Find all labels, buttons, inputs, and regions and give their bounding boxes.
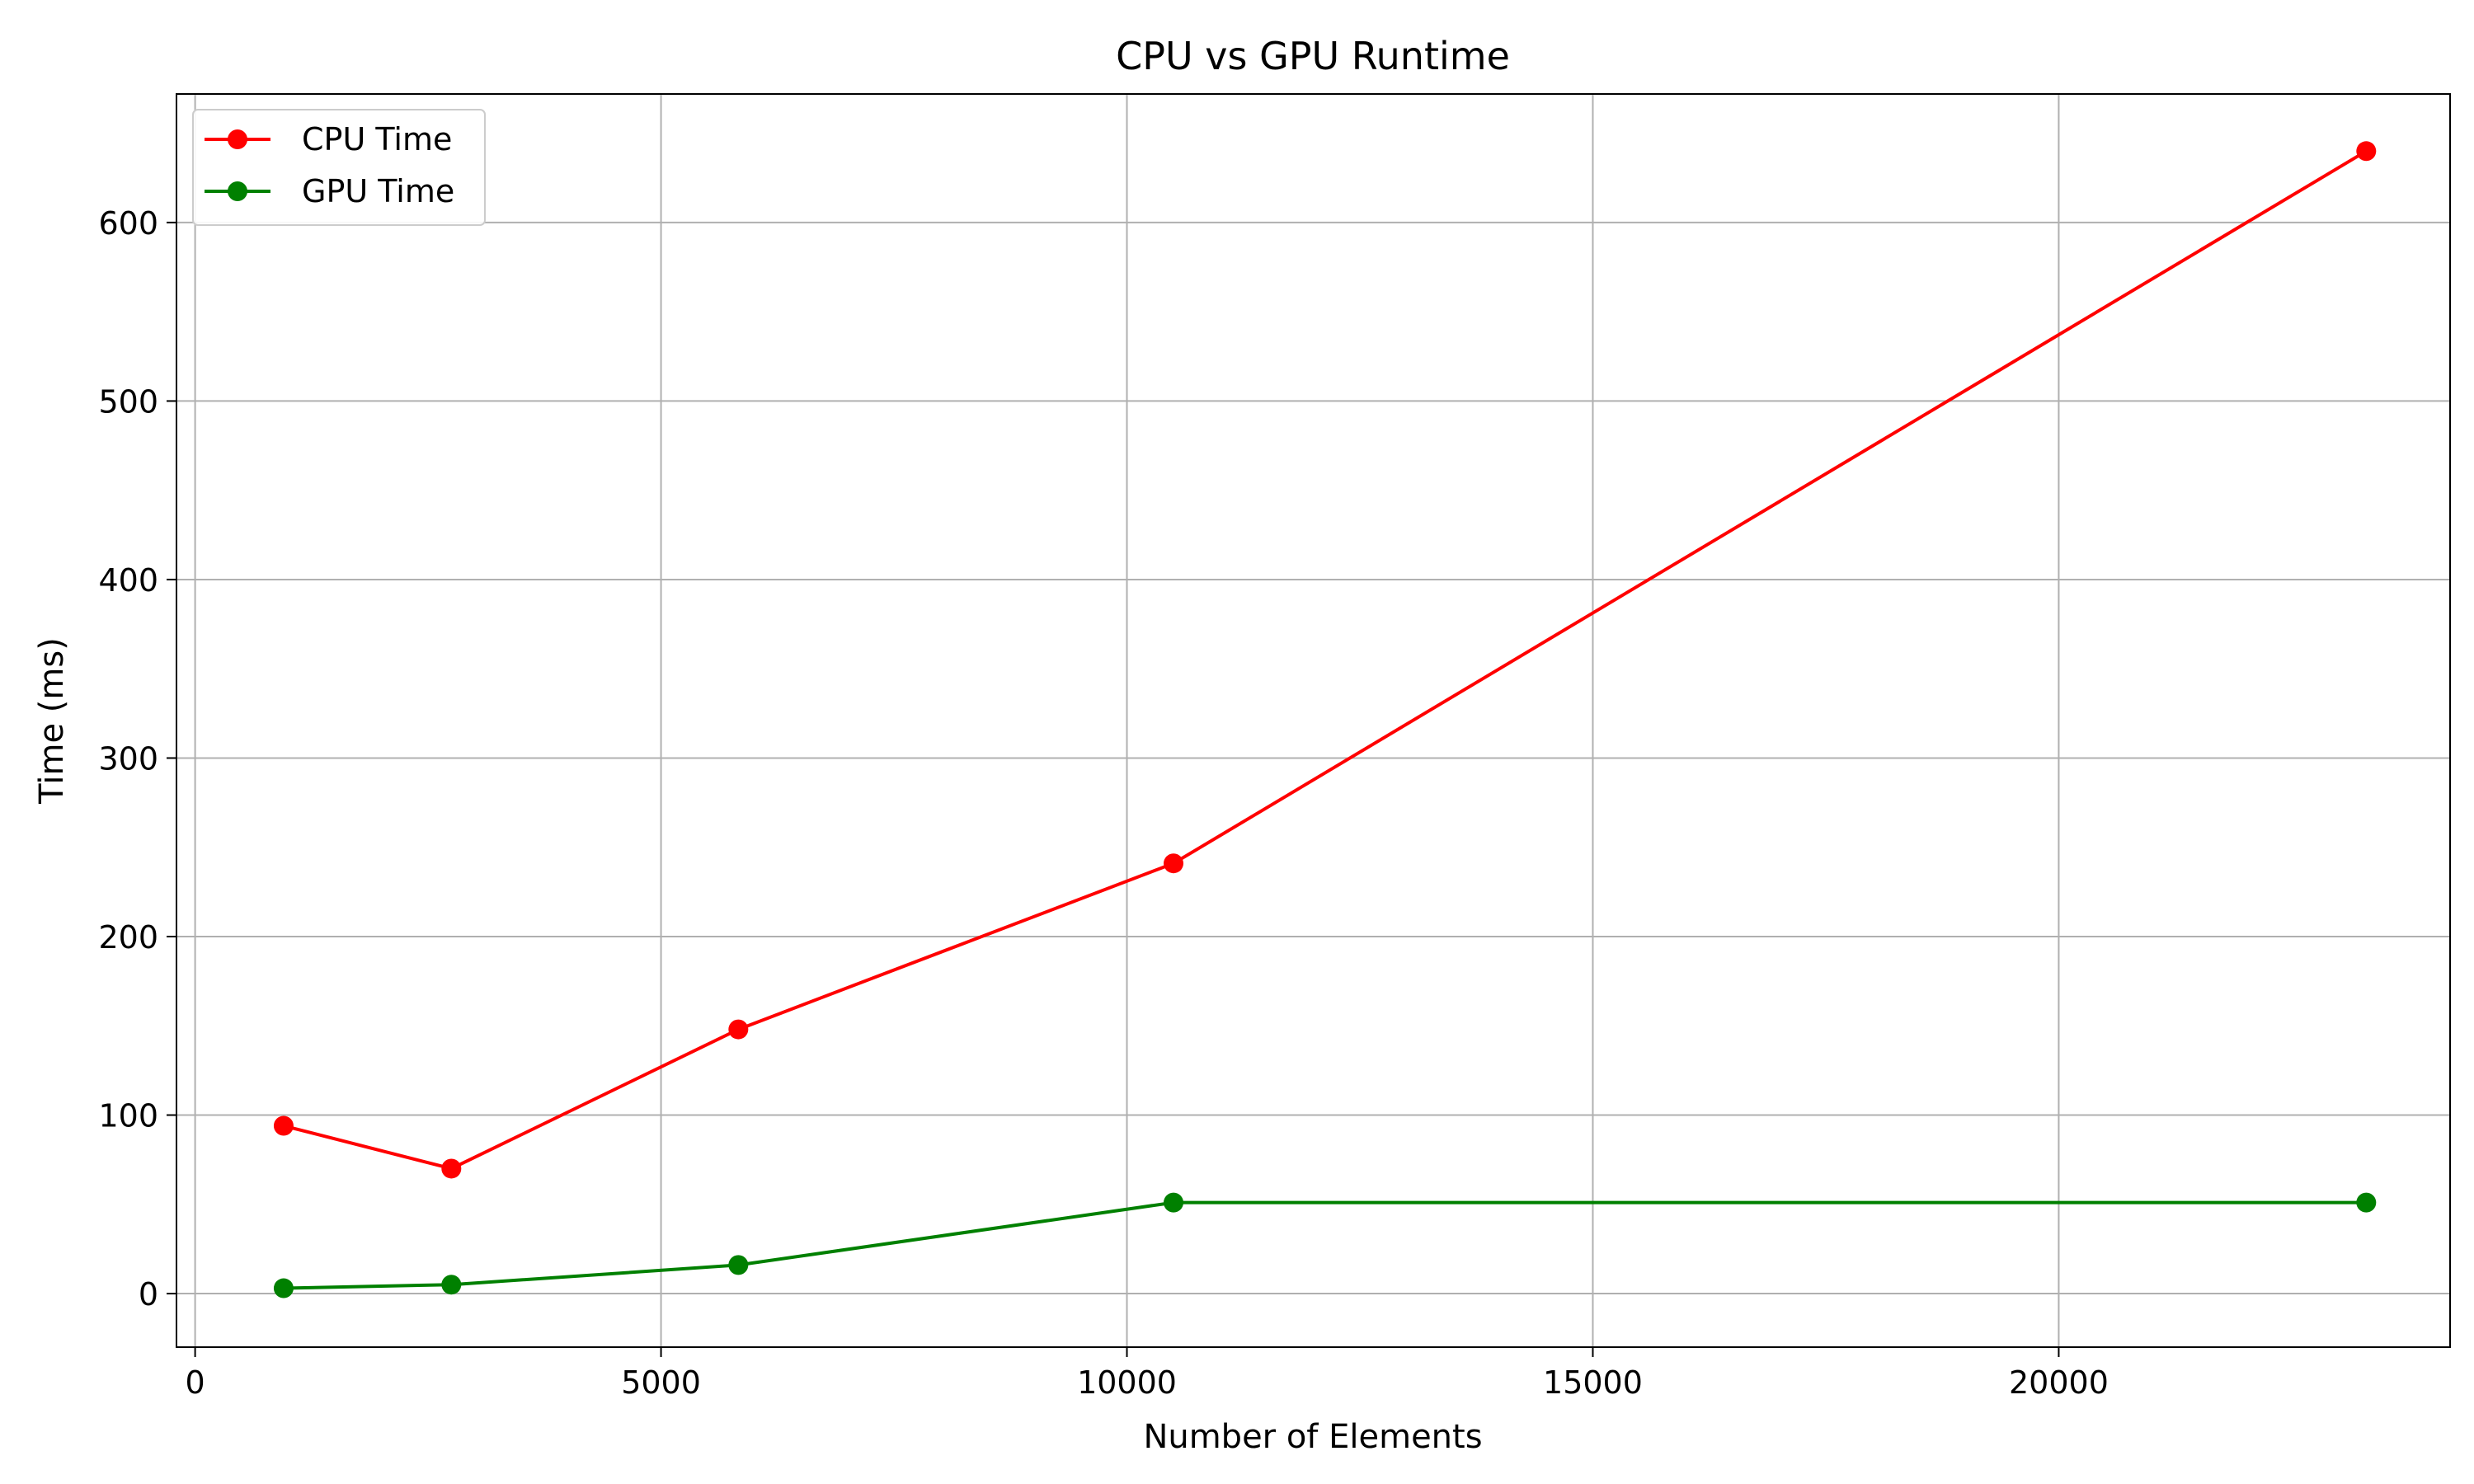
cpu-time-point	[728, 1019, 749, 1040]
x-tick-label: 5000	[621, 1364, 701, 1401]
legend: CPU Time GPU Time	[192, 109, 486, 226]
y-tick-label: 200	[98, 919, 158, 956]
x-axis-label: Number of Elements	[1143, 1418, 1482, 1456]
gpu-time-point	[273, 1278, 294, 1298]
legend-marker-gpu	[228, 181, 247, 201]
y-tick-label: 0	[139, 1276, 158, 1313]
y-tick-label: 400	[98, 562, 158, 599]
x-tick-label: 10000	[1077, 1364, 1177, 1401]
gpu-time-point	[1164, 1192, 1184, 1213]
plot-frame	[176, 93, 2451, 1348]
series-layer	[273, 141, 2377, 1298]
legend-label-gpu: GPU Time	[302, 173, 454, 209]
x-tick-label: 15000	[1543, 1364, 1643, 1401]
cpu-time-point	[1164, 853, 1184, 874]
gpu-time-point	[2356, 1192, 2377, 1213]
x-tick-label: 20000	[2009, 1364, 2109, 1401]
cpu-time-point	[273, 1115, 294, 1136]
y-tick-label: 500	[98, 383, 158, 420]
cpu-time-point	[441, 1158, 462, 1179]
gpu-time-point	[728, 1255, 749, 1275]
legend-label-cpu: CPU Time	[302, 121, 452, 157]
y-tick-label: 100	[98, 1098, 158, 1134]
chart-title: CPU vs GPU Runtime	[1116, 34, 1510, 78]
grid-layer	[176, 94, 2450, 1347]
x-tick-label: 0	[186, 1364, 205, 1401]
gpu-time-point	[441, 1275, 462, 1295]
legend-marker-cpu	[228, 129, 247, 149]
tick-layer: 0 5000 10000 15000 20000 0 100 200 300 400 500 600	[98, 205, 2108, 1401]
y-tick-label: 300	[98, 740, 158, 777]
y-tick-label: 600	[98, 205, 158, 242]
y-axis-label: Time (ms)	[33, 637, 71, 805]
cpu-time-point	[2356, 141, 2377, 162]
